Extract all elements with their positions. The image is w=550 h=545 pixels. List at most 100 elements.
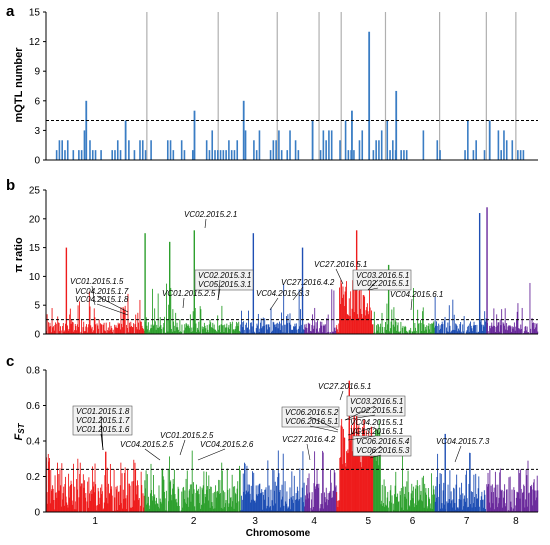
b-bar xyxy=(87,327,89,334)
c-bar xyxy=(304,506,306,512)
c-bar xyxy=(400,495,402,512)
c-bar xyxy=(151,490,153,512)
c-bar xyxy=(221,462,223,512)
b-bar xyxy=(535,324,537,334)
b-bar xyxy=(261,328,263,334)
c-bar xyxy=(423,507,425,512)
b-bar xyxy=(424,330,426,334)
b-bar xyxy=(129,326,131,334)
b-bar xyxy=(86,332,88,334)
c-bar xyxy=(114,497,116,512)
c-bar xyxy=(200,504,202,512)
b-bar xyxy=(114,324,116,334)
b-bar xyxy=(275,327,277,334)
a-peak-bar-3 xyxy=(351,110,353,160)
b-bar xyxy=(339,303,341,334)
c-bar xyxy=(517,492,518,512)
c-bar xyxy=(357,436,359,512)
b-bar xyxy=(441,324,442,334)
c-bar xyxy=(452,499,454,512)
c-bar xyxy=(271,500,273,512)
c-bar xyxy=(325,487,327,512)
b-bar xyxy=(57,316,59,334)
b-bar xyxy=(446,331,448,334)
b-bar xyxy=(342,286,344,334)
panel-b-letter: b xyxy=(6,177,15,194)
c-bar xyxy=(95,505,97,512)
c-bar xyxy=(424,492,426,512)
b-bar xyxy=(361,314,363,334)
b-bar xyxy=(509,325,511,334)
c-bar xyxy=(198,494,200,512)
b-bar xyxy=(267,324,269,334)
c-bar xyxy=(157,504,159,512)
b-bar xyxy=(532,322,534,334)
b-bar xyxy=(89,306,91,334)
c-bar xyxy=(401,507,403,512)
c-bar xyxy=(536,475,538,512)
b-bar xyxy=(112,331,113,334)
c-bar xyxy=(73,463,74,512)
b-bar xyxy=(355,284,356,334)
c-bar xyxy=(86,501,88,512)
a-bar xyxy=(372,150,375,160)
c-bar xyxy=(312,506,314,512)
c-bar xyxy=(209,507,211,512)
b-bar xyxy=(248,329,250,334)
b-bar xyxy=(420,320,421,334)
c-bar xyxy=(249,493,251,512)
c-bar xyxy=(225,500,227,512)
c-bar xyxy=(523,486,525,512)
c-bar xyxy=(502,507,504,512)
b-bar xyxy=(50,326,52,334)
c-bar xyxy=(98,504,100,512)
c-bar xyxy=(360,467,362,512)
b-bar xyxy=(109,322,111,334)
c-bar xyxy=(333,469,335,512)
c-bar xyxy=(340,425,342,512)
a-bar xyxy=(439,150,441,160)
b-bar xyxy=(292,329,294,334)
b-bar xyxy=(376,330,378,334)
c-bar xyxy=(263,499,265,512)
c-bar xyxy=(85,493,87,512)
b-bar xyxy=(319,328,321,334)
b-bar xyxy=(94,317,96,334)
c-leader-2 xyxy=(100,433,104,451)
c-bar xyxy=(268,485,270,512)
b-bar xyxy=(96,323,98,334)
b-bar xyxy=(317,331,319,334)
c-bar xyxy=(81,483,83,512)
b-bar xyxy=(223,332,225,334)
b-bar xyxy=(278,323,280,334)
c-bar xyxy=(475,494,477,512)
c-bar xyxy=(392,503,394,512)
b-bar xyxy=(175,312,177,334)
c-annotation-9: VC06.2016.5.1 xyxy=(285,417,338,426)
a-bar xyxy=(328,130,330,160)
b-bar xyxy=(150,324,152,334)
c-bar xyxy=(306,493,308,512)
c-bar xyxy=(474,497,475,512)
c-bar xyxy=(515,497,517,512)
c-annotation-12: VC04.2015.5.1 xyxy=(350,418,403,427)
b-bar xyxy=(322,325,324,334)
c-bar xyxy=(92,466,94,512)
b-bar xyxy=(237,326,239,334)
c-bar xyxy=(399,491,401,512)
a-peak-bar-6 xyxy=(488,120,491,160)
b-bar xyxy=(515,326,517,334)
c-bar xyxy=(258,484,260,512)
c-bar xyxy=(234,492,236,512)
b-bar xyxy=(510,326,512,334)
b-bar xyxy=(529,282,531,334)
c-bar xyxy=(387,491,389,512)
b-bar xyxy=(159,326,161,334)
b-bar xyxy=(511,326,513,334)
b-bar xyxy=(260,322,261,334)
c-bar xyxy=(455,484,457,512)
b-bar xyxy=(435,325,437,334)
c-bar xyxy=(97,487,99,512)
c-bar xyxy=(360,462,362,512)
